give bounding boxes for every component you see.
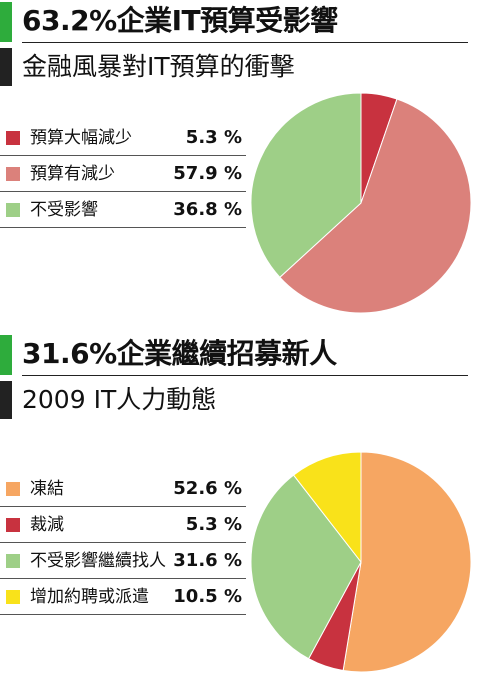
legend-swatch (6, 518, 20, 532)
legend-item: 預算有減少 57.9 % (0, 156, 246, 192)
chart-2-subtitle-row: 2009 IT人力動態 (0, 379, 480, 421)
chart-1-title: 63.2%企業IT預算受影響 (22, 4, 338, 37)
chart-2-title-row: 31.6%企業繼續招募新人 (0, 333, 480, 376)
pie-slice (279, 98, 472, 314)
subtitle-accent-bar (0, 381, 12, 419)
legend-item: 增加約聘或派遣 10.5 % (0, 579, 246, 615)
legend-label: 增加約聘或派遣 (30, 587, 149, 607)
legend-swatch (6, 590, 20, 604)
chart-1-title-row: 63.2%企業IT預算受影響 (0, 0, 480, 43)
legend-item: 裁減 5.3 % (0, 507, 246, 543)
legend-value: 5.3 % (185, 127, 242, 148)
legend-swatch (6, 203, 20, 217)
legend-label: 預算大幅減少 (30, 128, 132, 148)
title-rule (22, 375, 468, 376)
chart-2-subtitle: 2009 IT人力動態 (22, 385, 217, 414)
legend-item: 不受影響 36.8 % (0, 192, 246, 228)
title-accent-bar (0, 2, 12, 42)
legend-value: 31.6 % (173, 550, 242, 571)
chart-1-legend: 預算大幅減少 5.3 % 預算有減少 57.9 % 不受影響 36.8 % (0, 120, 246, 228)
legend-value: 52.6 % (173, 478, 242, 499)
legend-label: 裁減 (30, 515, 64, 535)
legend-value: 10.5 % (173, 586, 242, 607)
legend-value: 5.3 % (185, 514, 242, 535)
legend-label: 預算有減少 (30, 164, 115, 184)
chart-2-legend: 凍結 52.6 % 裁減 5.3 % 不受影響繼續找人 31.6 % 增加約聘或派遣 10.5… (0, 471, 246, 615)
legend-label: 不受影響繼續找人 (30, 551, 166, 571)
subtitle-accent-bar (0, 48, 12, 86)
legend-swatch (6, 167, 20, 181)
legend-item: 不受影響繼續找人 31.6 % (0, 543, 246, 579)
chart-1-subtitle-row: 金融風暴對IT預算的衝擊 (0, 46, 480, 88)
pie-slice (250, 474, 362, 660)
legend-swatch (6, 554, 20, 568)
legend-label: 不受影響 (30, 200, 98, 220)
chart-section-2: 31.6%企業繼續招募新人 2009 IT人力動態 凍結 52.6 % 裁減 5.3 … (0, 333, 480, 678)
legend-swatch (6, 482, 20, 496)
legend-swatch (6, 131, 20, 145)
pie-slice (342, 451, 472, 673)
pie-slice (292, 451, 362, 564)
chart-1-pie (250, 92, 472, 314)
chart-2-pie (250, 451, 472, 673)
legend-item: 凍結 52.6 % (0, 471, 246, 507)
legend-label: 凍結 (30, 479, 64, 499)
pie-slice (250, 92, 362, 278)
legend-value: 36.8 % (173, 199, 242, 220)
legend-item: 預算大幅減少 5.3 % (0, 120, 246, 156)
title-accent-bar (0, 335, 12, 375)
chart-2-title: 31.6%企業繼續招募新人 (22, 337, 337, 370)
chart-1-subtitle: 金融風暴對IT預算的衝擊 (22, 52, 295, 81)
chart-section-1: 63.2%企業IT預算受影響 金融風暴對IT預算的衝擊 預算大幅減少 5.3 % 預… (0, 0, 480, 325)
legend-value: 57.9 % (173, 163, 242, 184)
title-rule (22, 42, 468, 43)
